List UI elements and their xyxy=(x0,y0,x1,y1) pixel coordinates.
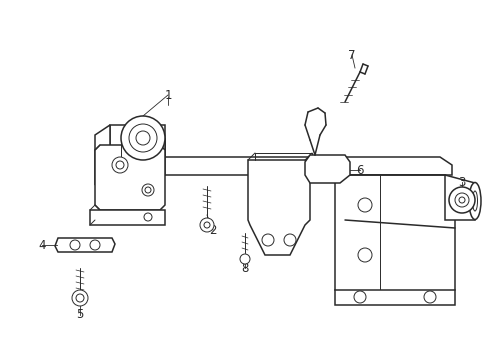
FancyBboxPatch shape xyxy=(390,195,420,215)
Circle shape xyxy=(136,131,150,145)
Circle shape xyxy=(204,222,210,228)
Text: 4: 4 xyxy=(38,239,46,252)
Circle shape xyxy=(455,193,469,207)
FancyBboxPatch shape xyxy=(390,240,420,265)
Polygon shape xyxy=(95,145,165,210)
Circle shape xyxy=(144,213,152,221)
Polygon shape xyxy=(335,290,455,305)
Polygon shape xyxy=(110,125,165,175)
Polygon shape xyxy=(145,157,452,175)
Text: 7: 7 xyxy=(348,49,356,62)
Circle shape xyxy=(121,116,165,160)
Polygon shape xyxy=(248,160,310,255)
Circle shape xyxy=(145,187,151,193)
Text: 1: 1 xyxy=(164,89,172,102)
Circle shape xyxy=(358,198,372,212)
Circle shape xyxy=(70,240,80,250)
FancyBboxPatch shape xyxy=(260,175,295,205)
Circle shape xyxy=(358,248,372,262)
Text: 6: 6 xyxy=(356,163,364,176)
Text: 8: 8 xyxy=(241,261,249,274)
Circle shape xyxy=(72,290,88,306)
Circle shape xyxy=(284,234,296,246)
Text: 5: 5 xyxy=(76,309,84,321)
Circle shape xyxy=(240,254,250,264)
Circle shape xyxy=(200,218,214,232)
Circle shape xyxy=(424,291,436,303)
Circle shape xyxy=(76,294,84,302)
FancyBboxPatch shape xyxy=(315,160,335,175)
Circle shape xyxy=(142,184,154,196)
Polygon shape xyxy=(55,238,115,252)
Text: 3: 3 xyxy=(458,176,466,189)
Polygon shape xyxy=(90,210,165,225)
Circle shape xyxy=(449,187,475,213)
FancyBboxPatch shape xyxy=(98,211,130,224)
Polygon shape xyxy=(335,175,455,298)
Ellipse shape xyxy=(469,183,481,220)
Ellipse shape xyxy=(472,191,477,211)
Circle shape xyxy=(262,234,274,246)
Polygon shape xyxy=(95,125,110,185)
Circle shape xyxy=(112,157,128,173)
Polygon shape xyxy=(445,175,475,220)
Text: 2: 2 xyxy=(209,224,217,237)
Circle shape xyxy=(90,240,100,250)
Circle shape xyxy=(129,124,157,152)
Polygon shape xyxy=(305,155,350,183)
Circle shape xyxy=(354,291,366,303)
Circle shape xyxy=(116,161,124,169)
Circle shape xyxy=(459,197,465,203)
